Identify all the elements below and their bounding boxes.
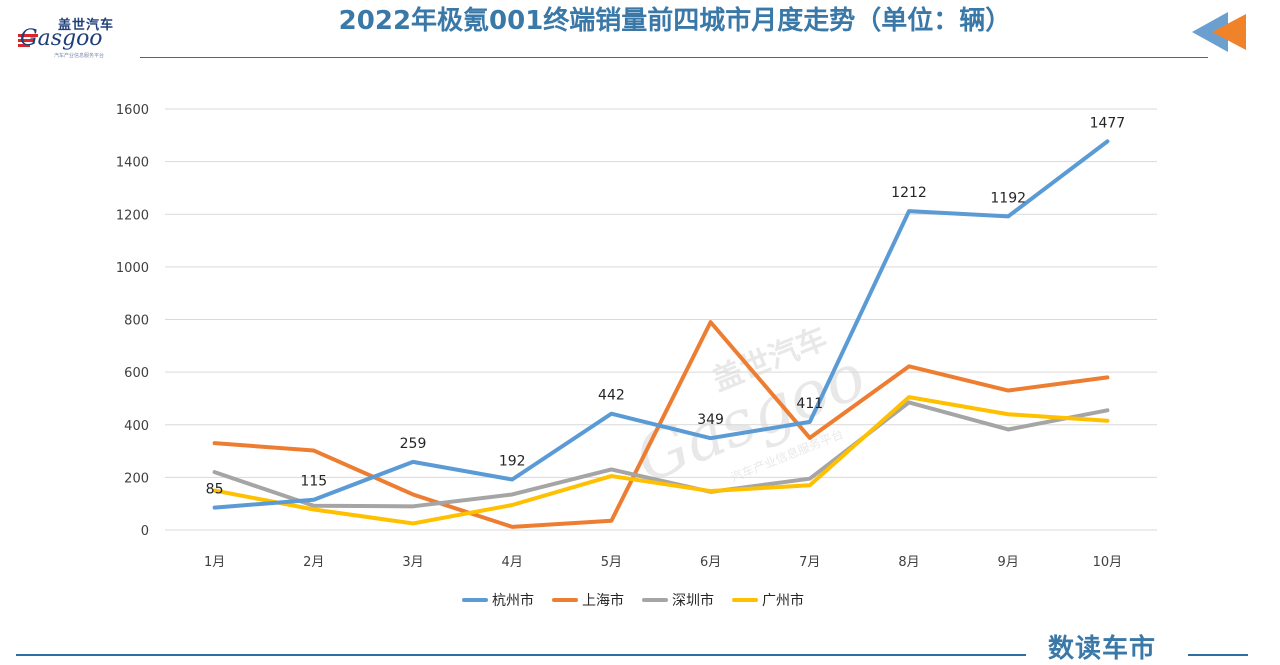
gasgoo-logo: 盖世汽车 Gasgoo 汽车产业信息服务平台 [14, 12, 134, 62]
y-tick-label: 200 [124, 471, 149, 486]
series-line-1 [212, 139, 1110, 510]
logo-english-text: Gasgoo [20, 26, 103, 51]
y-tick-label: 400 [124, 419, 149, 434]
data-label: 349 [697, 412, 724, 428]
x-tick-label: 6月 [700, 555, 721, 570]
x-tick-label: 9月 [998, 555, 1019, 570]
logo-stripes-icon [18, 34, 38, 47]
x-tick-label: 5月 [601, 555, 622, 570]
chart-legend: 杭州市 上海市 深圳市 广州市 [462, 590, 804, 610]
legend-swatch [732, 598, 758, 602]
data-label-layer: 85 115 259 192 442 349 411 1212 1192 1477 [206, 115, 1126, 497]
data-label: 411 [796, 396, 823, 412]
page-title: 2022年极氪001终端销量前四城市月度走势（单位：辆） [338, 6, 1012, 36]
legend-item: 杭州市 [462, 590, 534, 610]
logo-chinese-text: 盖世汽车 [58, 18, 115, 33]
bottom-divider-right [1188, 654, 1248, 656]
legend-item: 上海市 [552, 590, 624, 610]
corner-arrow-icon [1192, 12, 1246, 52]
legend-label: 深圳市 [672, 593, 714, 609]
series-line-3 [212, 400, 1110, 509]
bottom-divider-left [16, 654, 1026, 656]
data-label: 259 [400, 436, 427, 452]
y-tick-label: 600 [124, 366, 149, 381]
y-tick-label: 1600 [116, 103, 149, 118]
legend-swatch [642, 598, 668, 602]
y-tick-label: 1400 [116, 156, 149, 171]
data-label: 192 [499, 453, 526, 469]
legend-swatch [462, 598, 488, 602]
data-label: 442 [598, 388, 625, 404]
x-tick-label: 4月 [502, 555, 523, 570]
grid-layer: 0 200 400 600 800 1000 1200 1400 1600 1月 2月 3月 4月 5月 6… [116, 103, 1157, 570]
data-label: 1477 [1090, 115, 1126, 131]
title-divider [140, 57, 1208, 58]
series-layer [212, 139, 1110, 529]
x-tick-label: 10月 [1093, 555, 1123, 570]
data-label: 1212 [891, 185, 927, 201]
x-tick-label: 8月 [898, 555, 919, 570]
y-tick-label: 800 [124, 314, 149, 329]
x-tick-label: 3月 [402, 555, 423, 570]
legend-label: 杭州市 [492, 593, 534, 609]
legend-swatch [552, 598, 578, 602]
data-label: 115 [300, 474, 327, 490]
data-label: 1192 [990, 190, 1026, 206]
y-tick-label: 0 [141, 524, 149, 539]
x-tick-label: 7月 [799, 555, 820, 570]
legend-label: 广州市 [762, 593, 804, 609]
y-tick-label: 1000 [116, 261, 149, 276]
series-line-4 [212, 395, 1110, 526]
legend-label: 上海市 [582, 593, 624, 609]
x-tick-label: 1月 [204, 555, 225, 570]
legend-item: 深圳市 [642, 590, 714, 610]
x-tick-label: 2月 [303, 555, 324, 570]
data-label: 85 [206, 482, 224, 498]
legend-item: 广州市 [732, 590, 804, 610]
series-line-2 [212, 320, 1110, 529]
logo-subtitle: 汽车产业信息服务平台 [54, 53, 105, 59]
y-tick-label: 1200 [116, 208, 149, 223]
footer-brand: 数读车市 [1048, 634, 1157, 664]
